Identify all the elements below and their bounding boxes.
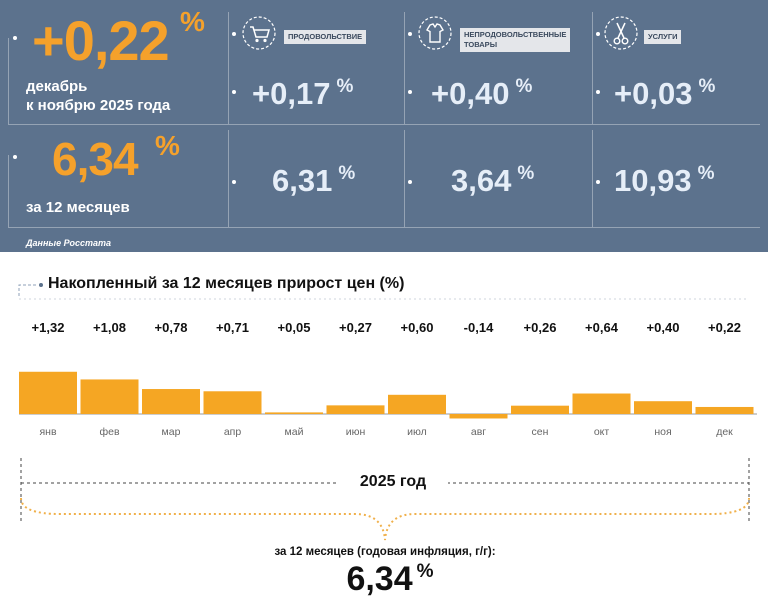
month-label-мар: мар <box>161 426 181 438</box>
value-label-сен: +0,26 <box>523 320 557 335</box>
chart-title-bracket <box>18 283 749 300</box>
bar-сен <box>511 405 569 414</box>
bar-мар <box>142 389 200 414</box>
bullet-dot <box>596 90 600 94</box>
month-label-июл: июл <box>407 426 427 438</box>
divider <box>404 12 405 124</box>
monthly-inflation-value: +0,22% <box>32 6 205 72</box>
scissors-icon <box>604 16 638 50</box>
bar-ноя <box>634 401 692 414</box>
annual-inflation-total: 6,34% <box>346 560 434 598</box>
value-label-фев: +1,08 <box>93 320 126 335</box>
bullet-dot <box>408 180 412 184</box>
annual-inflation-caption: за 12 месяцев (годовая инфляция, г/г): <box>274 546 496 558</box>
category-label-services: УСЛУГИ <box>644 30 682 44</box>
bar-июн <box>326 405 385 414</box>
bar-май <box>265 412 323 414</box>
nonfood-monthly-value: +0,40% <box>431 76 533 111</box>
bar-chart <box>19 371 757 419</box>
bar-янв <box>19 371 77 414</box>
value-label-ноя: +0,40 <box>646 320 680 335</box>
bullet-dot <box>13 36 17 40</box>
bar-окт <box>572 393 631 414</box>
month-label-авг: авг <box>470 426 487 438</box>
month-label-окт: окт <box>593 426 610 438</box>
bar-авг <box>449 414 508 419</box>
value-label-апр: +0,71 <box>216 320 249 335</box>
value-label-авг: -0,14 <box>463 320 494 335</box>
bullet-dot <box>408 32 412 36</box>
food-annual-value: 6,31% <box>272 163 356 198</box>
month-label-июн: июн <box>345 426 366 438</box>
divider <box>8 227 760 228</box>
chart-title: Накопленный за 12 месяцев прирост цен (%… <box>48 275 405 292</box>
bullet-dot <box>13 155 17 159</box>
bullet-dot <box>596 32 600 36</box>
bar-дек <box>695 406 754 414</box>
category-label-food: ПРОДОВОЛЬСТВИЕ <box>284 30 367 44</box>
bullet-dot <box>408 90 412 94</box>
services-annual-value: 10,93% <box>614 163 715 198</box>
shopping-cart-icon <box>242 16 276 50</box>
month-label-янв: янв <box>39 426 57 438</box>
divider <box>592 12 593 124</box>
value-label-май: +0,05 <box>277 320 311 335</box>
divider <box>8 124 760 125</box>
divider <box>8 38 9 124</box>
value-label-мар: +0,78 <box>154 320 188 335</box>
value-label-янв: +1,32 <box>31 320 65 335</box>
divider <box>592 130 593 227</box>
month-label-дек: дек <box>716 426 733 438</box>
month-label-сен: сен <box>531 426 549 438</box>
services-monthly-value: +0,03% <box>614 76 716 111</box>
value-label-июн: +0,27 <box>339 320 372 335</box>
year-brace <box>20 458 750 541</box>
summary-panel: +0,22% декабрь к ноябрю 2025 года 6,34% … <box>0 0 768 252</box>
bar-фев <box>80 379 139 414</box>
month-label-апр: апр <box>223 426 242 438</box>
divider <box>8 155 9 227</box>
monthly-caption: декабрь к ноябрю 2025 года <box>26 78 171 114</box>
bar-июл <box>388 394 446 414</box>
year-label: 2025 год <box>338 473 448 491</box>
month-label-ноя: ноя <box>654 426 672 438</box>
annual-inflation-value: 6,34% <box>52 130 180 185</box>
category-label-nonfood: НЕПРОДОВОЛЬСТВЕННЫЕ ТОВАРЫ <box>460 28 571 52</box>
clothing-icon <box>418 16 452 50</box>
bullet-dot <box>232 90 236 94</box>
value-label-окт: +0,64 <box>585 320 618 335</box>
food-monthly-value: +0,17% <box>252 76 354 111</box>
nonfood-annual-value: 3,64% <box>451 163 535 198</box>
divider <box>404 130 405 227</box>
annual-caption: за 12 месяцев <box>26 199 130 216</box>
value-label-июл: +0,60 <box>400 320 434 335</box>
month-label-май: май <box>284 426 304 438</box>
month-label-фев: фев <box>99 426 120 438</box>
value-label-дек: +0,22 <box>708 320 741 335</box>
divider <box>228 130 229 227</box>
bullet-dot <box>596 180 600 184</box>
bar-апр <box>203 391 262 414</box>
divider <box>228 12 229 124</box>
bullet-dot <box>232 32 236 36</box>
bullet-dot <box>232 180 236 184</box>
source-note: Данные Росстата <box>26 238 111 248</box>
